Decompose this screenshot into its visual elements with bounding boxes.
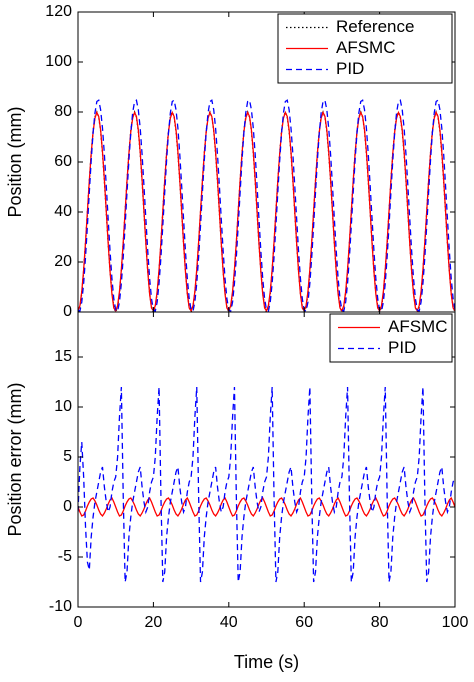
y-tick-label: 5 [63, 448, 72, 465]
y-axis-label: Position error (mm) [5, 382, 25, 536]
y-tick-label: -5 [58, 548, 72, 565]
legend-label: AFSMC [336, 38, 396, 57]
legend-box [329, 313, 453, 363]
x-tick-label: 20 [145, 614, 163, 631]
series-line [78, 110, 455, 312]
plot-frame [77, 311, 456, 608]
x-tick-label: 0 [74, 614, 83, 631]
y-tick-label: 80 [54, 103, 72, 120]
y-tick-label: 100 [45, 53, 72, 70]
y-tick-label: 120 [45, 3, 72, 20]
y-tick-label: 60 [54, 153, 72, 170]
legend-label: Reference [336, 17, 414, 36]
legend-label: PID [336, 59, 364, 78]
y-tick-label: 20 [54, 253, 72, 270]
x-axis-label: Time (s) [234, 652, 299, 672]
y-tick-label: 10 [54, 398, 72, 415]
y-tick-label: -10 [49, 598, 72, 615]
y-tick-label: 40 [54, 203, 72, 220]
x-tick-label: 100 [442, 614, 469, 631]
legend-label: AFSMC [388, 317, 448, 336]
x-tick-label: 40 [220, 614, 238, 631]
y-axis-label: Position (mm) [5, 106, 25, 217]
y-tick-label: 15 [54, 348, 72, 365]
y-tick-label: 0 [63, 303, 72, 320]
series-line [78, 386, 455, 583]
series-line [78, 496, 455, 518]
legend-label: PID [388, 338, 416, 357]
x-tick-label: 60 [295, 614, 313, 631]
x-tick-label: 80 [371, 614, 389, 631]
y-tick-label: 0 [63, 498, 72, 515]
